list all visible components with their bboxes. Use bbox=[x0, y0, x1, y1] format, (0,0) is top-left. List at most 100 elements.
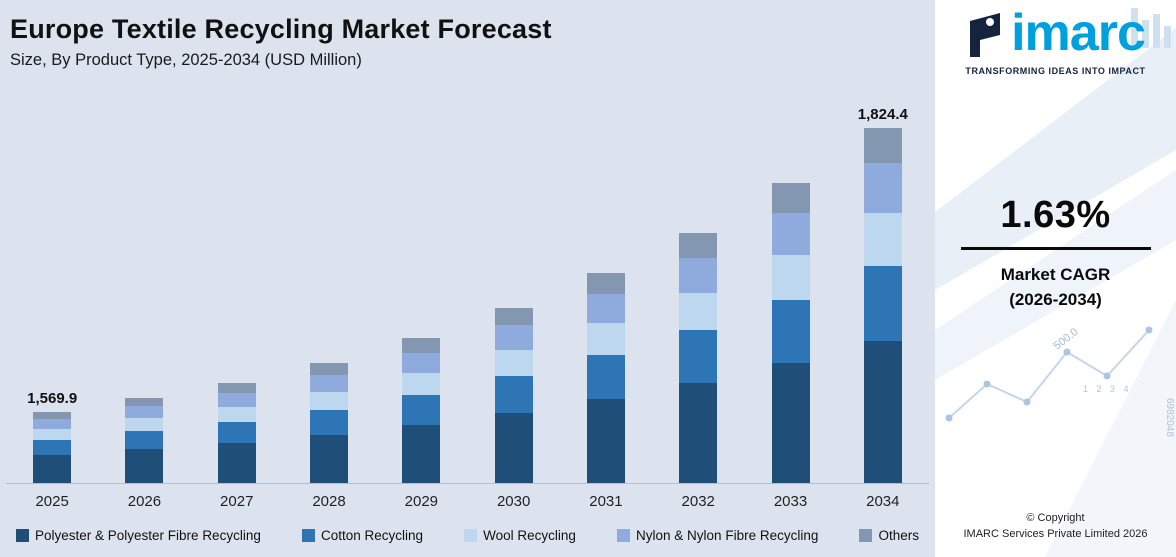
legend-item: Nylon & Nylon Fibre Recycling bbox=[617, 528, 818, 543]
cagr-years: (2026-2034) bbox=[1009, 290, 1102, 310]
bar-segment bbox=[33, 412, 72, 419]
copyright: © Copyright IMARC Services Private Limit… bbox=[963, 511, 1147, 543]
imarc-logo-row: imarc bbox=[965, 4, 1146, 62]
bar-column-2028 bbox=[283, 363, 375, 483]
legend: Polyester & Polyester Fibre Recycling Cot… bbox=[0, 518, 935, 557]
bar-segment bbox=[310, 435, 349, 483]
bar-segment bbox=[679, 293, 718, 330]
stacked-bar-2026 bbox=[125, 398, 164, 483]
bar-column-2027 bbox=[191, 383, 283, 483]
bar-segment bbox=[33, 440, 72, 455]
bar-segment bbox=[586, 355, 625, 399]
bar-segment bbox=[402, 373, 441, 395]
plot-area: 1,569.9 1,824.4 2025 2026 2027 2028 2029 2030 2… bbox=[0, 70, 935, 518]
bar-column-2033 bbox=[744, 183, 836, 483]
bar-segment bbox=[494, 413, 533, 483]
bar-segment bbox=[586, 399, 625, 483]
bar-segment bbox=[402, 425, 441, 483]
legend-label: Others bbox=[878, 528, 919, 543]
decor-number-rotated: 500.0 bbox=[1051, 326, 1080, 352]
bar-segment bbox=[310, 375, 349, 392]
legend-label: Cotton Recycling bbox=[320, 528, 424, 543]
bar-segment bbox=[494, 350, 533, 376]
bar-column-2029 bbox=[375, 338, 467, 483]
bar-segment bbox=[771, 255, 810, 300]
legend-item: Polyester & Polyester Fibre Recycling bbox=[16, 528, 261, 543]
bar-column-2030 bbox=[467, 308, 559, 483]
bars: 1,569.9 1,824.4 bbox=[6, 92, 929, 484]
copyright-line1: © Copyright bbox=[1026, 512, 1085, 525]
x-axis-label-2025: 2025 bbox=[35, 492, 69, 510]
bar-segment bbox=[863, 163, 902, 213]
legend-swatch bbox=[464, 529, 478, 542]
chart-subtitle: Size, By Product Type, 2025-2034 (USD Mi… bbox=[10, 51, 362, 70]
legend-swatch bbox=[859, 529, 873, 542]
bar-column-2026 bbox=[98, 398, 190, 483]
bar-segment bbox=[494, 308, 533, 325]
bar-column-2034: 1,824.4 bbox=[837, 106, 929, 483]
bar-segment bbox=[310, 363, 349, 375]
bar-segment bbox=[586, 294, 625, 323]
cagr-label: Market CAGR bbox=[1000, 264, 1111, 284]
x-axis-label-2030: 2030 bbox=[496, 492, 531, 510]
imarc-logo-text: imarc bbox=[1011, 4, 1146, 62]
legend-item: Others bbox=[859, 528, 919, 543]
imarc-logo-icon bbox=[970, 12, 1001, 57]
cagr-block: 1.63% Market CAGR (2026-2034) bbox=[960, 194, 1151, 313]
bar-value-label-2025: 1,569.9 bbox=[27, 390, 78, 407]
bar-segment bbox=[771, 300, 810, 363]
bar-segment bbox=[402, 395, 441, 425]
bar-segment bbox=[125, 449, 164, 483]
legend-swatch bbox=[301, 529, 315, 542]
decor-number-ticks: 1 2 3 4 bbox=[1083, 384, 1132, 394]
bar-column-2032 bbox=[652, 233, 744, 483]
stacked-bar-2030 bbox=[494, 308, 533, 483]
legend-label: Polyester & Polyester Fibre Recycling bbox=[35, 528, 261, 543]
bar-segment bbox=[125, 431, 164, 449]
bar-segment bbox=[586, 273, 625, 294]
stacked-bar-2027 bbox=[217, 383, 256, 483]
x-axis-label-2033: 2033 bbox=[773, 492, 808, 510]
stacked-bar-2031 bbox=[586, 273, 625, 483]
bar-segment bbox=[494, 376, 533, 413]
imarc-logo: imarc TRANSFORMING IDEAS INTO IMPACT bbox=[965, 4, 1146, 76]
legend-item: Wool Recycling bbox=[464, 528, 576, 543]
stacked-bar-2025 bbox=[33, 412, 72, 483]
x-axis-label-2031: 2031 bbox=[589, 492, 623, 510]
bar-segment bbox=[217, 422, 256, 443]
x-axis-label-2032: 2032 bbox=[681, 492, 715, 510]
line-chart-decoration bbox=[948, 329, 1150, 419]
bar-segment bbox=[771, 183, 810, 213]
bar-segment bbox=[586, 323, 625, 355]
x-axis-label-2029: 2029 bbox=[404, 492, 439, 510]
x-axis-labels: 2025 2026 2027 2028 2029 2030 2031 2032 2033 2034 bbox=[6, 484, 929, 518]
bar-segment bbox=[402, 353, 441, 373]
bar-segment bbox=[494, 325, 533, 350]
cagr-divider bbox=[960, 246, 1151, 250]
legend-item: Cotton Recycling bbox=[301, 528, 424, 543]
bar-segment bbox=[217, 383, 256, 393]
bar-segment bbox=[679, 383, 718, 483]
bar-segment bbox=[679, 233, 718, 258]
x-axis-label-2028: 2028 bbox=[312, 492, 346, 510]
stacked-bar-2033 bbox=[771, 183, 810, 483]
bar-segment bbox=[863, 128, 902, 163]
stacked-bar-2028 bbox=[310, 363, 349, 483]
bar-segment bbox=[863, 341, 902, 483]
decor-number-vertical: 6982048 bbox=[1164, 398, 1175, 437]
bar-segment bbox=[310, 410, 349, 435]
bar-segment bbox=[125, 406, 164, 418]
bar-segment bbox=[771, 213, 810, 255]
bar-segment bbox=[33, 455, 72, 483]
x-axis-label-2027: 2027 bbox=[220, 492, 254, 510]
bar-segment bbox=[217, 393, 256, 407]
stacked-bar-2032 bbox=[679, 233, 718, 483]
stacked-bar-2029 bbox=[402, 338, 441, 483]
brand-panel: 500.0 1 2 3 4 6982048 imarc TRANSFORMING… bbox=[935, 0, 1176, 557]
bar-segment bbox=[310, 392, 349, 410]
legend-swatch bbox=[16, 529, 29, 542]
bar-segment bbox=[679, 258, 718, 293]
x-axis-label-2034: 2034 bbox=[866, 492, 900, 510]
x-axis-label-2026: 2026 bbox=[127, 492, 162, 510]
